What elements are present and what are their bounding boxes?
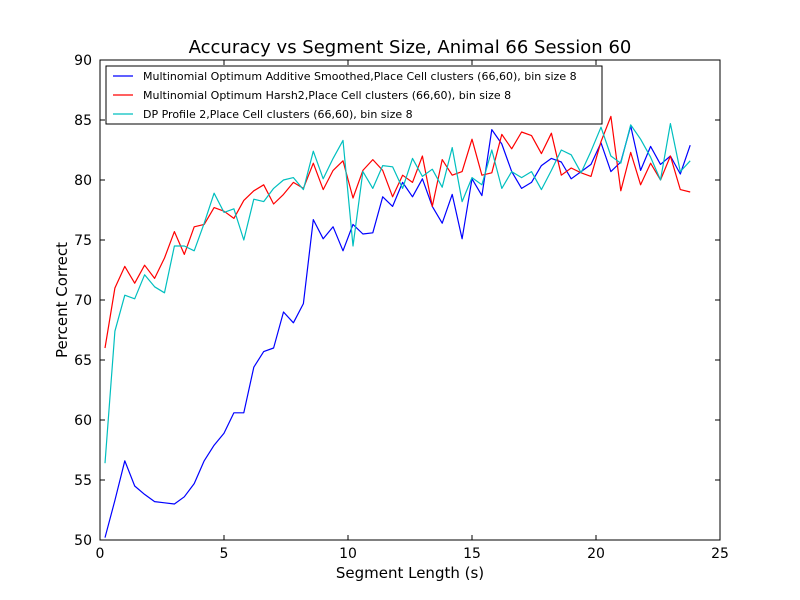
series-line-1 <box>104 125 691 538</box>
legend-box <box>105 65 603 125</box>
chart-title: Accuracy vs Segment Size, Animal 66 Sess… <box>189 37 632 58</box>
y-tick-label: 90 <box>74 53 92 69</box>
x-axis-label: Segment Length (s) <box>336 564 484 582</box>
y-tick-label: 65 <box>74 353 92 369</box>
y-tick-label: 85 <box>74 113 92 129</box>
legend: Multinomial Optimum Additive Smoothed,Pl… <box>105 65 603 125</box>
x-tick-label: 10 <box>339 546 357 562</box>
y-tick-label: 80 <box>74 173 92 189</box>
x-tick-label: 15 <box>463 546 481 562</box>
series-layer <box>104 115 691 538</box>
series-line-3 <box>104 122 691 464</box>
x-tick-label: 0 <box>96 546 105 562</box>
x-tick-label: 5 <box>220 546 229 562</box>
legend-label-2: Multinomial Optimum Harsh2,Place Cell cl… <box>143 89 511 102</box>
y-tick-label: 70 <box>74 293 92 309</box>
series-line-2 <box>104 115 691 349</box>
legend-label-1: Multinomial Optimum Additive Smoothed,Pl… <box>143 70 577 83</box>
y-tick-label: 50 <box>74 533 92 549</box>
legend-label-3: DP Profile 2,Place Cell clusters (66,60)… <box>143 108 413 121</box>
y-axis-label: Percent Correct <box>53 242 71 358</box>
y-tick-label: 75 <box>74 233 92 249</box>
x-tick-label: 25 <box>711 546 729 562</box>
ticks-layer: 0 5 10 15 20 25 50 55 60 65 70 75 80 85 90 <box>74 53 729 562</box>
y-tick-label: 60 <box>74 413 92 429</box>
x-tick-label: 20 <box>587 546 605 562</box>
y-tick-label: 55 <box>74 473 92 489</box>
